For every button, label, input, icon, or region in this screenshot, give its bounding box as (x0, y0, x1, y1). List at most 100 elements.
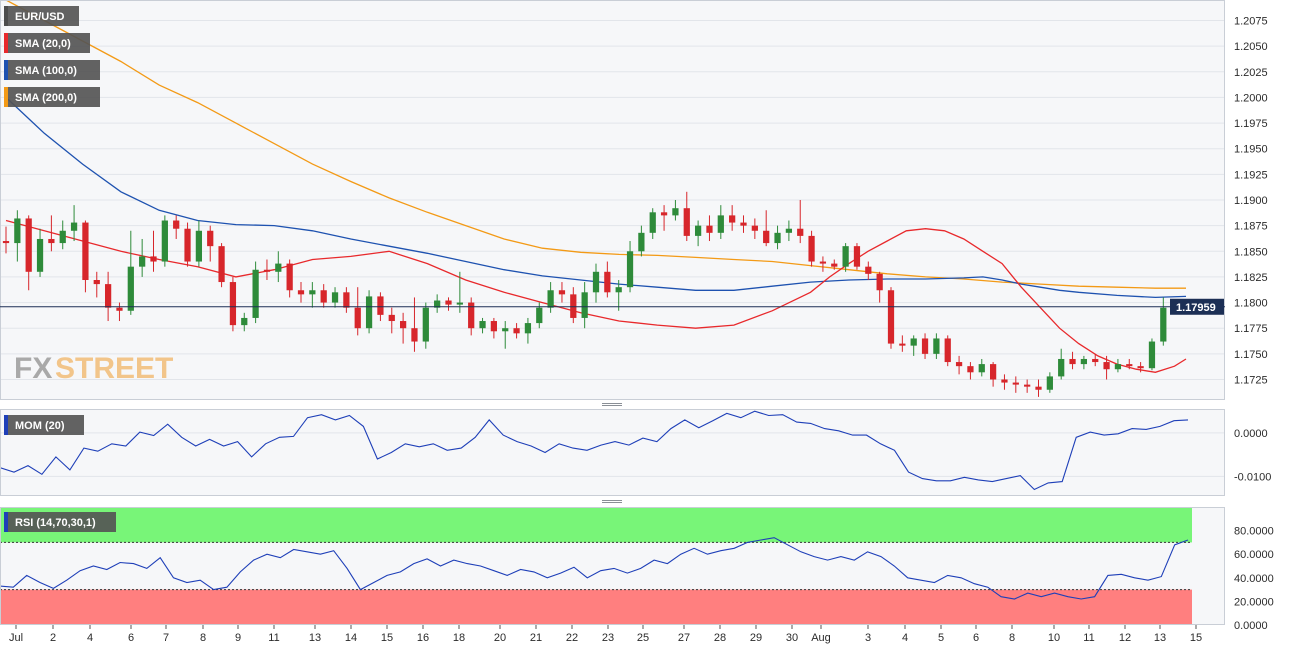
rsi-tick-label: 80.0000 (1234, 526, 1274, 538)
rsi-bands (0, 507, 1192, 625)
candle-body (899, 343, 906, 346)
candle-body (354, 307, 361, 329)
candle-body (921, 338, 929, 354)
rsi-badge[interactable]: RSI (14,70,30,1) (4, 512, 116, 532)
candle-body (320, 290, 327, 303)
candle-body (1058, 358, 1065, 377)
candle-body (763, 230, 770, 244)
candle-body (343, 292, 350, 308)
candle-body (1103, 362, 1110, 370)
candle-body (490, 321, 498, 332)
candle-body (1035, 386, 1042, 390)
x-tick-label: 16 (417, 632, 429, 644)
candle-body (59, 230, 66, 244)
price-tick-label: 1.1850 (1234, 246, 1268, 258)
price-tick-label: 1.1775 (1234, 323, 1268, 335)
price-tick-label: 1.1975 (1234, 118, 1268, 130)
candle-body (536, 307, 543, 324)
candle-body (683, 208, 690, 236)
x-tick-label: 8 (1009, 632, 1015, 644)
x-tick-label: 21 (530, 632, 542, 644)
candle-body (1160, 307, 1167, 342)
candle-body (263, 269, 271, 272)
pane-resize-handle-1[interactable] (602, 403, 622, 406)
legend-badge-0-label: EUR/USD (15, 11, 65, 23)
candle-body (558, 290, 566, 295)
legend-badge-2[interactable]: SMA (100,0) (4, 60, 100, 80)
legend-badge-0[interactable]: EUR/USD (4, 6, 79, 26)
candle-body (195, 230, 203, 262)
price-tick-label: 1.1925 (1234, 169, 1268, 181)
mom-tick-label: -0.0100 (1234, 471, 1271, 483)
sma200-line (5, 0, 1186, 289)
candle-body (581, 292, 588, 318)
candle-body (241, 317, 248, 326)
candle-body (116, 307, 123, 311)
candle-body (502, 328, 509, 332)
x-tick-label: 20 (494, 632, 506, 644)
x-tick-label: 29 (750, 632, 762, 644)
candle-body (173, 220, 180, 229)
rsi-badge-label: RSI (14,70,30,1) (15, 517, 96, 529)
x-tick-label: 9 (235, 632, 241, 644)
candle-body (1092, 358, 1099, 363)
candle-body (887, 290, 895, 344)
candle-body (161, 220, 168, 262)
x-tick-label: 4 (902, 632, 908, 644)
candle-body (229, 282, 237, 326)
last-price-tag (1170, 298, 1224, 315)
candle-body (1046, 376, 1053, 390)
price-tick-label: 1.1750 (1234, 349, 1268, 361)
x-tick-label: 10 (1048, 632, 1060, 644)
rsi-tick-label: 20.0000 (1234, 596, 1274, 608)
price-tick-label: 1.1875 (1234, 221, 1268, 233)
x-tick-label: 15 (381, 632, 393, 644)
candle-body (411, 328, 418, 342)
legend-badge-3[interactable]: SMA (200,0) (4, 87, 100, 107)
candle-body (218, 246, 225, 283)
candle-body (388, 314, 395, 322)
candle-body (649, 212, 656, 233)
candle-body (1012, 382, 1019, 385)
fxstreet-watermark: FX STREET (14, 352, 173, 385)
candle-body (309, 290, 316, 295)
candle-body (127, 266, 134, 311)
legend-badge-3-label: SMA (200,0) (15, 92, 77, 104)
candle-body (819, 261, 827, 264)
legend-layer: EUR/USD SMA (20,0) SMA (100,0) SMA (200,0) M… (4, 6, 116, 532)
watermark-fx: FX (14, 352, 52, 385)
candle-body (785, 228, 793, 233)
candle-body (93, 280, 100, 285)
candle-body (967, 366, 974, 373)
pane-resize-handle-2[interactable] (602, 500, 622, 503)
candle-body (831, 263, 838, 267)
x-tick-label: 30 (786, 632, 798, 644)
candle-body (547, 290, 554, 308)
candle-body (252, 269, 259, 318)
candle-body (207, 230, 214, 247)
candle-body (456, 302, 463, 305)
candle-body (955, 362, 963, 367)
x-tick-label: 18 (453, 632, 465, 644)
candle-body (797, 228, 804, 236)
x-tick-label: 12 (1119, 632, 1131, 644)
price-tick-label: 1.1800 (1234, 298, 1268, 310)
x-tick-label: 27 (678, 632, 690, 644)
mom-tick-label: 0.0000 (1234, 428, 1268, 440)
candle-body (694, 225, 702, 236)
mom-badge[interactable]: MOM (20) (4, 415, 84, 435)
legend-badge-1[interactable]: SMA (20,0) (4, 33, 90, 53)
price-tick-label: 1.2075 (1234, 16, 1268, 28)
candle-body (604, 271, 611, 293)
candle-body (1001, 379, 1008, 383)
candle-body (751, 225, 758, 231)
candle-body (853, 246, 861, 267)
candle-body (1114, 364, 1122, 370)
candle-body (1069, 358, 1076, 365)
candle-body (729, 215, 736, 223)
legend-badge-2-label: SMA (100,0) (15, 65, 77, 77)
x-tick-label: Aug (811, 632, 831, 644)
rsi-tick-label: 60.0000 (1234, 549, 1274, 561)
candle-body (672, 208, 679, 216)
price-tick-label: 1.1950 (1234, 144, 1268, 156)
